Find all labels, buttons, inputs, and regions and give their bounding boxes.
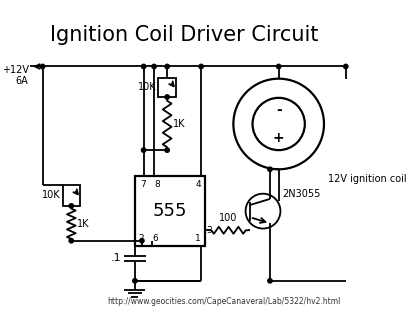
Text: 6: 6 bbox=[152, 234, 158, 243]
Circle shape bbox=[141, 64, 146, 69]
Circle shape bbox=[198, 64, 203, 69]
Text: Ignition Coil Driver Circuit: Ignition Coil Driver Circuit bbox=[50, 25, 318, 45]
Circle shape bbox=[164, 64, 169, 69]
Circle shape bbox=[133, 279, 137, 283]
Text: 8: 8 bbox=[154, 180, 160, 189]
Text: 1: 1 bbox=[195, 234, 201, 243]
Circle shape bbox=[164, 95, 169, 99]
Circle shape bbox=[69, 239, 73, 243]
Bar bbox=[63, 185, 80, 206]
Bar bbox=[135, 176, 204, 246]
Text: 10K: 10K bbox=[42, 190, 61, 200]
Circle shape bbox=[276, 64, 280, 69]
Text: 3: 3 bbox=[206, 226, 211, 235]
Text: 4: 4 bbox=[195, 180, 201, 189]
Text: http://www.geocities.com/CapeCanaveral/Lab/5322/hv2.html: http://www.geocities.com/CapeCanaveral/L… bbox=[107, 297, 339, 306]
Text: .1: .1 bbox=[110, 253, 121, 263]
Text: 555: 555 bbox=[152, 202, 187, 220]
Text: +12V
6A: +12V 6A bbox=[2, 65, 29, 86]
Text: 1K: 1K bbox=[173, 119, 185, 129]
Circle shape bbox=[40, 64, 45, 69]
Text: 100: 100 bbox=[219, 213, 237, 223]
Text: 2: 2 bbox=[138, 234, 144, 243]
Circle shape bbox=[164, 148, 169, 152]
Text: 7: 7 bbox=[140, 180, 146, 189]
Text: -: - bbox=[275, 103, 281, 117]
Text: 2N3055: 2N3055 bbox=[281, 189, 320, 199]
Text: 1K: 1K bbox=[77, 219, 90, 229]
Circle shape bbox=[141, 148, 146, 152]
Text: +: + bbox=[272, 131, 284, 145]
Text: 10K: 10K bbox=[138, 82, 156, 92]
Circle shape bbox=[151, 64, 156, 69]
Text: 12V ignition coil: 12V ignition coil bbox=[328, 174, 406, 184]
Circle shape bbox=[69, 204, 73, 208]
Bar bbox=[158, 78, 175, 97]
Circle shape bbox=[267, 279, 272, 283]
Circle shape bbox=[267, 167, 272, 171]
Circle shape bbox=[139, 239, 144, 243]
Circle shape bbox=[343, 64, 347, 69]
